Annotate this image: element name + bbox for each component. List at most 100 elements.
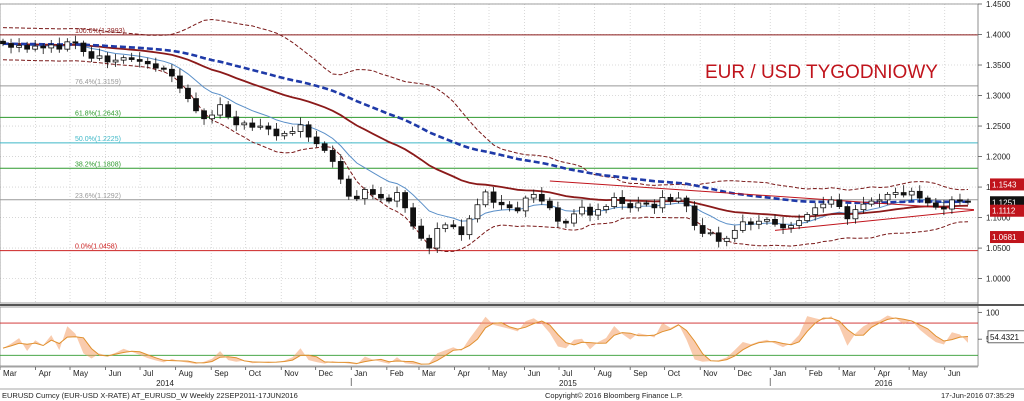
time-axis: Mar Apr May Jun Jul Aug Sep Oct Nov Dec Jan Feb Mar A… — [0, 366, 1024, 390]
footer-timestamp: 17-Jun-2016 07:35:29 — [941, 391, 1014, 400]
candle-body — [828, 199, 835, 205]
candle — [321, 141, 328, 153]
candle-body — [353, 195, 360, 200]
candle — [370, 184, 376, 200]
candle — [402, 190, 408, 213]
year-tick-label: 2016 — [875, 379, 893, 388]
candle — [699, 218, 706, 238]
price-tag — [990, 178, 1024, 191]
candle — [908, 187, 915, 202]
month-tick-label: Sep — [214, 369, 229, 378]
candle-body — [587, 206, 593, 216]
candle — [563, 218, 569, 228]
candle — [659, 190, 666, 213]
candle — [442, 222, 449, 233]
candle — [160, 65, 167, 72]
candle-body — [571, 213, 577, 224]
candle — [185, 84, 191, 103]
candle-body — [514, 207, 521, 212]
candle-body — [402, 192, 408, 209]
candle-body — [64, 41, 71, 50]
candle — [474, 198, 481, 223]
candle-body — [836, 199, 843, 207]
price-tag — [990, 231, 1024, 244]
candle-body — [788, 225, 794, 229]
candle — [571, 209, 577, 227]
candle — [233, 110, 240, 131]
candle — [345, 175, 352, 200]
candle — [860, 196, 867, 214]
candle-body — [474, 204, 481, 220]
candle-body — [241, 122, 248, 126]
candle — [796, 214, 803, 230]
candle — [8, 38, 14, 54]
candle-body — [80, 42, 87, 52]
candle — [635, 196, 642, 212]
candle-body — [281, 132, 288, 137]
oscillator-tag-label: 54.4321 — [990, 333, 1019, 342]
candle — [426, 234, 433, 255]
candle — [723, 235, 730, 247]
candle — [852, 204, 859, 224]
candle-body — [32, 45, 39, 50]
price-tick-label: 1.0500 — [986, 244, 1011, 253]
candle-body — [193, 98, 199, 112]
candle — [48, 40, 55, 53]
candle-body — [265, 125, 272, 130]
candle — [337, 154, 344, 185]
candle — [820, 196, 827, 213]
candle-body — [804, 214, 811, 222]
candle — [554, 201, 561, 228]
candle — [957, 193, 963, 205]
candle — [96, 48, 103, 61]
candle-body — [233, 116, 240, 126]
candle-body — [619, 197, 626, 204]
candle-body — [426, 237, 433, 249]
month-tick-label: Apr — [458, 369, 471, 378]
candle-body — [104, 55, 111, 63]
candle-body — [723, 237, 730, 242]
month-tick-label: Jul — [562, 369, 572, 378]
candle — [756, 215, 762, 230]
candle — [619, 190, 626, 210]
candle-body — [715, 232, 722, 242]
candle — [667, 193, 674, 205]
month-tick-label: Jun — [109, 369, 122, 378]
candle-body — [257, 125, 264, 128]
oscillator-fill — [3, 315, 968, 365]
month-tick-label: Apr — [878, 369, 891, 378]
candle — [884, 191, 891, 205]
candle-body — [442, 224, 449, 229]
candle-body — [313, 136, 320, 145]
fib-level-label: 61.8%(1.2643) — [75, 110, 121, 117]
candle-body — [538, 193, 545, 202]
price-tick-label: 1.4000 — [986, 31, 1011, 40]
candle-body — [957, 199, 963, 202]
candle — [72, 35, 79, 50]
candle — [32, 40, 39, 52]
candle-body — [217, 104, 224, 116]
candle-body — [691, 205, 698, 226]
candle-body — [185, 87, 191, 99]
candle — [193, 92, 199, 114]
candle-body — [756, 220, 762, 225]
footer-copyright: Copyright© 2016 Bloomberg Finance L.P. — [545, 391, 683, 400]
month-tick-label: Mar — [422, 369, 436, 378]
candle — [265, 122, 272, 136]
candle-body — [329, 150, 336, 162]
candle — [361, 187, 368, 205]
candle — [378, 187, 384, 202]
fib-level-label: 23.6%(1.1292) — [75, 193, 121, 200]
candle — [297, 117, 304, 138]
candle — [965, 198, 971, 205]
candle — [289, 126, 296, 136]
candle-body — [305, 124, 312, 138]
candle-body — [796, 220, 803, 226]
candle — [924, 195, 931, 207]
month-tick-label: Oct — [249, 369, 262, 378]
candle-body — [88, 51, 95, 59]
candle-body — [482, 191, 489, 206]
candle-body — [772, 219, 778, 225]
month-tick-label: Jun — [948, 369, 961, 378]
candle-body — [361, 189, 368, 200]
